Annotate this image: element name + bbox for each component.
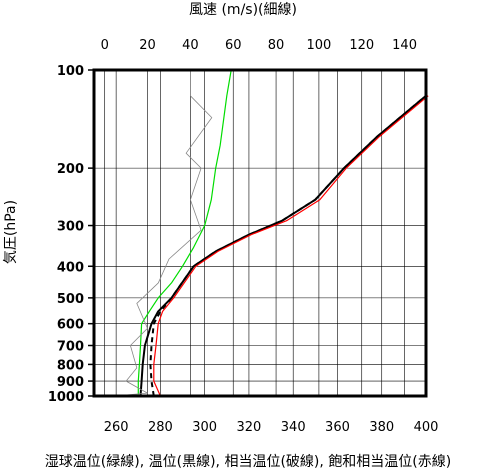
pressure-tick-label: 100 [57,64,84,79]
top-tick-label: 100 [306,38,331,53]
bottom-tick-label: 320 [237,420,262,435]
bottom-axis-label: 湿球温位(緑線), 温位(黒線), 相当温位(破線), 飽和相当温位(赤線) [45,453,451,470]
pressure-tick-label: 900 [57,375,84,390]
bottom-tick-label: 280 [148,420,173,435]
series-line-4 [115,70,213,397]
pressure-tick-label: 200 [57,162,84,177]
bottom-tick-label: 380 [369,420,394,435]
top-tick-label: 0 [101,38,109,53]
grid [88,69,427,397]
tick-labels: 260 280 300 320 340 360 380 400 0 20 40 60 80 100 120 1… [48,38,439,435]
pressure-tick-label: 400 [57,260,84,275]
top-tick-label: 40 [182,38,199,53]
pressure-tick-label: 500 [57,292,84,307]
top-tick-label: 140 [392,38,417,53]
top-tick-label: 20 [139,38,156,53]
plot-frame [92,68,428,398]
pressure-tick-label: 800 [57,358,84,373]
series-group [115,69,429,397]
bottom-tick-label: 340 [281,420,306,435]
bottom-tick-label: 260 [104,420,129,435]
bottom-tick-label: 300 [192,420,217,435]
series-line-3 [153,95,429,397]
bottom-tick-label: 400 [414,420,439,435]
series-line-2 [149,95,427,397]
pressure-tick-label: 700 [57,340,84,355]
pressure-tick-label: 300 [57,220,84,235]
bottom-tick-label: 360 [325,420,350,435]
top-tick-label: 80 [268,38,285,53]
top-axis-label: 風速 (m/s)(細線) [189,2,297,18]
y-axis-label: 気圧(hPa) [3,200,19,264]
pressure-tick-label: 600 [57,318,84,333]
top-tick-label: 60 [225,38,242,53]
series-line-0 [137,69,232,396]
pressure-tick-label: 1000 [48,390,84,405]
top-tick-label: 120 [349,38,374,53]
